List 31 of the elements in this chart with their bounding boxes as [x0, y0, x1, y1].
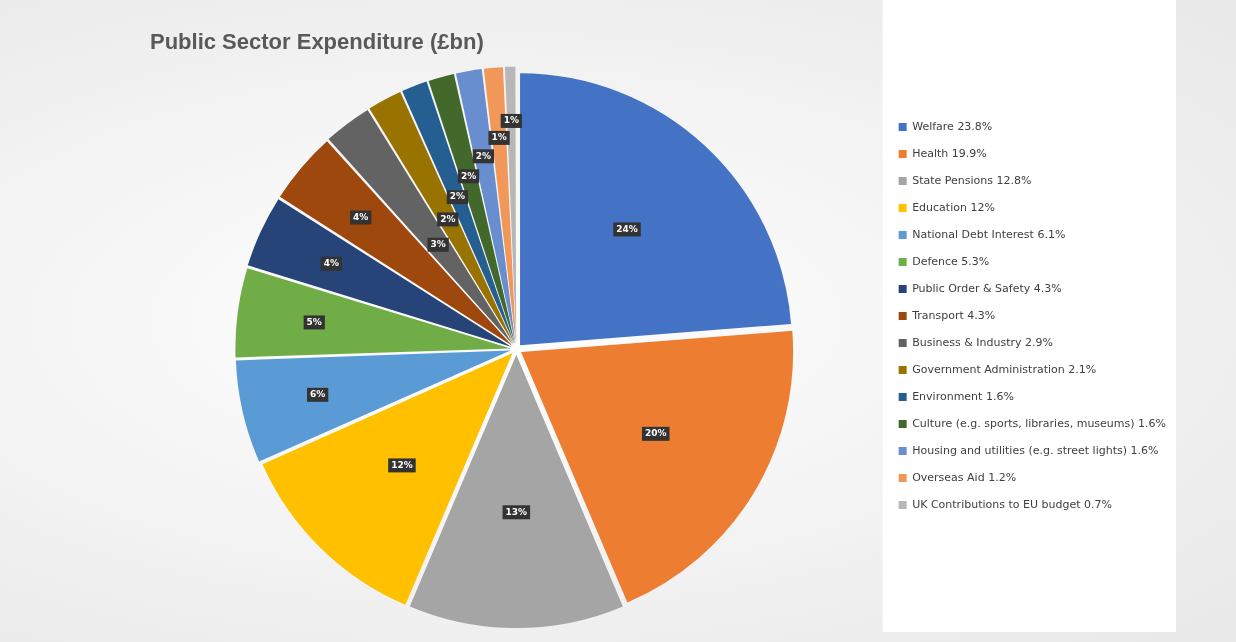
data-label: 20% [644, 428, 667, 439]
data-label: 4% [353, 211, 369, 222]
legend-label: Overseas Aid 1.2% [912, 470, 1017, 484]
legend-label: Defence 5.3% [912, 254, 990, 268]
legend-label: Government Administration 2.1% [912, 362, 1097, 376]
legend-label: UK Contributions to EU budget 0.7% [912, 497, 1112, 511]
data-label: 5% [306, 316, 322, 327]
data-label: 13% [505, 506, 528, 517]
data-label: 24% [616, 223, 638, 234]
legend-label: Public Order & Safety 4.3% [912, 281, 1062, 295]
legend-label: Health 19.9% [912, 146, 987, 160]
legend-label: State Pensions 12.8% [912, 173, 1032, 187]
legend-label: Transport 4.3% [911, 308, 996, 322]
data-label: 2% [475, 150, 491, 161]
data-label: 2% [440, 213, 456, 224]
data-label: 2% [449, 191, 465, 202]
legend-label: Education 12% [912, 200, 995, 214]
legend-label: Environment 1.6% [912, 389, 1014, 403]
data-label: 3% [430, 239, 446, 250]
data-label: 6% [310, 389, 326, 400]
data-label: 12% [391, 459, 413, 470]
legend-label: Culture (e.g. sports, libraries, museums) 1.6% [912, 416, 1167, 430]
data-label: 2% [460, 170, 477, 181]
legend-label: Business & Industry 2.9% [912, 335, 1053, 349]
legend-label: National Debt Interest 6.1% [912, 227, 1066, 241]
text: Public Sector Expenditure (£bn) [150, 29, 484, 55]
legend-label: Welfare 23.8% [912, 119, 993, 133]
data-label: 4% [323, 258, 339, 269]
data-label: 1% [503, 115, 519, 126]
data-label: 1% [491, 132, 507, 143]
legend-label: Housing and utilities (e.g. street lights) 1.6% [912, 443, 1159, 457]
